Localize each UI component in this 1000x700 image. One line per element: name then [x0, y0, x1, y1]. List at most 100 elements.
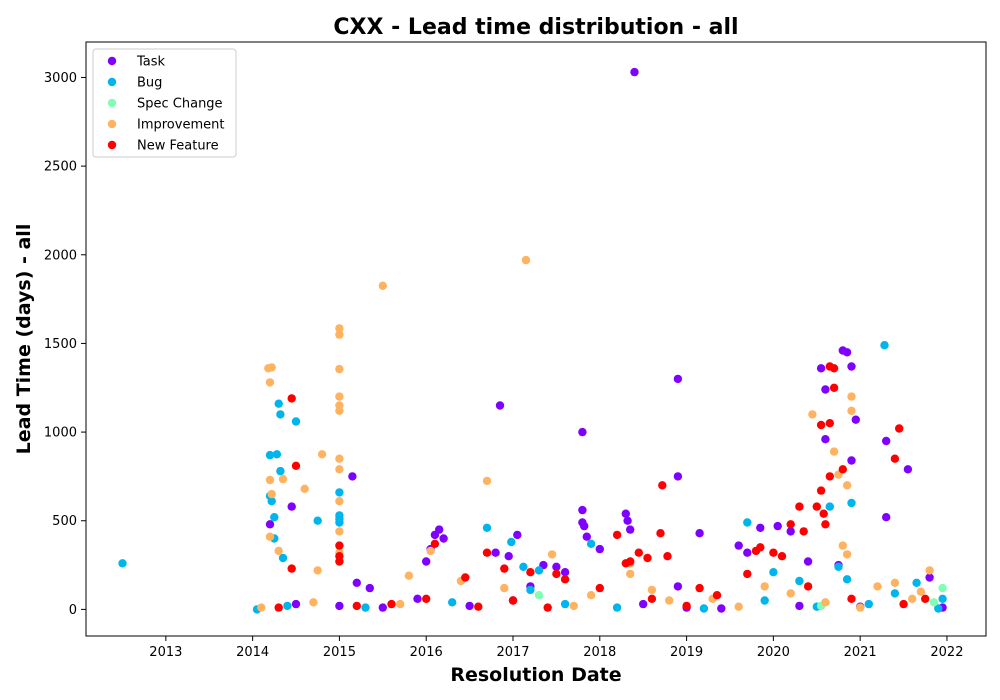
x-tick-label: 2017	[496, 645, 529, 660]
data-point	[435, 525, 444, 534]
data-point	[743, 548, 752, 557]
data-point	[361, 603, 370, 612]
data-point	[786, 527, 795, 536]
y-tick-label: 2500	[44, 160, 77, 175]
data-point	[786, 520, 795, 529]
data-point	[552, 562, 561, 571]
data-point	[803, 582, 813, 591]
x-tick-label: 2019	[670, 645, 703, 660]
data-point	[560, 599, 570, 609]
data-point	[656, 529, 665, 538]
data-point	[643, 553, 652, 563]
legend-marker	[107, 140, 117, 150]
data-point	[734, 541, 743, 550]
data-point	[276, 466, 285, 476]
data-point	[634, 548, 643, 557]
data-point	[630, 67, 639, 77]
data-point	[821, 385, 830, 394]
x-axis-label: Resolution Date	[450, 664, 621, 686]
data-point	[534, 591, 544, 600]
data-point	[621, 509, 630, 518]
data-point	[291, 461, 301, 470]
data-point	[300, 484, 309, 493]
data-point	[899, 599, 908, 609]
data-point	[586, 539, 596, 548]
data-point	[925, 573, 934, 582]
data-point	[838, 541, 847, 550]
data-point	[695, 583, 704, 593]
y-tick-label: 1500	[44, 337, 77, 352]
data-point	[500, 564, 509, 573]
data-point	[578, 427, 587, 437]
data-point	[495, 401, 505, 410]
legend-label: Improvement	[137, 118, 224, 133]
data-point	[461, 573, 470, 582]
data-point	[699, 604, 709, 613]
data-point	[482, 523, 492, 532]
data-point	[448, 598, 457, 607]
data-point	[272, 450, 282, 459]
data-point	[842, 348, 852, 357]
data-point	[682, 601, 691, 611]
data-point	[309, 598, 318, 607]
data-point	[287, 502, 296, 511]
data-point	[612, 603, 622, 612]
data-point	[378, 281, 387, 290]
data-point	[422, 594, 431, 603]
y-tick-label: 3000	[44, 71, 77, 86]
legend-label: Task	[136, 55, 166, 70]
data-point	[595, 544, 604, 554]
data-point	[317, 450, 327, 459]
data-point	[673, 582, 683, 591]
data-point	[756, 543, 765, 552]
data-point	[799, 527, 808, 536]
data-point	[508, 596, 518, 605]
data-point	[335, 557, 344, 566]
chart-title: CXX - Lead time distribution - all	[333, 15, 738, 40]
data-point	[335, 527, 344, 536]
data-point	[895, 424, 904, 433]
data-point	[430, 539, 440, 548]
data-point	[482, 476, 492, 486]
data-point	[335, 488, 344, 497]
data-point	[673, 472, 683, 481]
data-point	[335, 601, 344, 611]
data-point	[851, 415, 860, 424]
data-point	[816, 486, 826, 495]
data-point	[890, 589, 900, 598]
y-axis-label: Lead Time (days) - all	[13, 224, 35, 455]
data-point	[808, 410, 817, 419]
legend-marker	[107, 77, 117, 87]
data-point	[903, 465, 913, 474]
data-point	[842, 481, 852, 490]
data-point	[873, 582, 882, 591]
data-point	[769, 548, 778, 557]
data-point	[396, 599, 405, 609]
data-point	[925, 566, 934, 575]
legend-label: New Feature	[137, 139, 219, 154]
data-point	[882, 513, 891, 522]
data-point	[265, 450, 275, 460]
data-point	[847, 392, 856, 401]
data-point	[491, 548, 500, 557]
data-point	[500, 583, 509, 593]
data-point	[265, 475, 275, 485]
legend-label: Bug	[137, 76, 162, 91]
data-point	[890, 454, 900, 463]
data-point	[267, 489, 276, 499]
plot-points	[118, 67, 947, 614]
data-point	[916, 587, 926, 596]
data-point	[769, 568, 778, 577]
data-point	[626, 569, 635, 579]
data-point	[291, 599, 301, 609]
data-point	[287, 564, 296, 573]
data-point	[647, 594, 657, 603]
data-point	[560, 575, 570, 584]
data-point	[626, 557, 635, 566]
data-point	[439, 534, 448, 543]
data-point	[821, 598, 830, 607]
data-point	[534, 566, 544, 575]
series-bug	[118, 341, 947, 614]
data-point	[267, 497, 276, 506]
